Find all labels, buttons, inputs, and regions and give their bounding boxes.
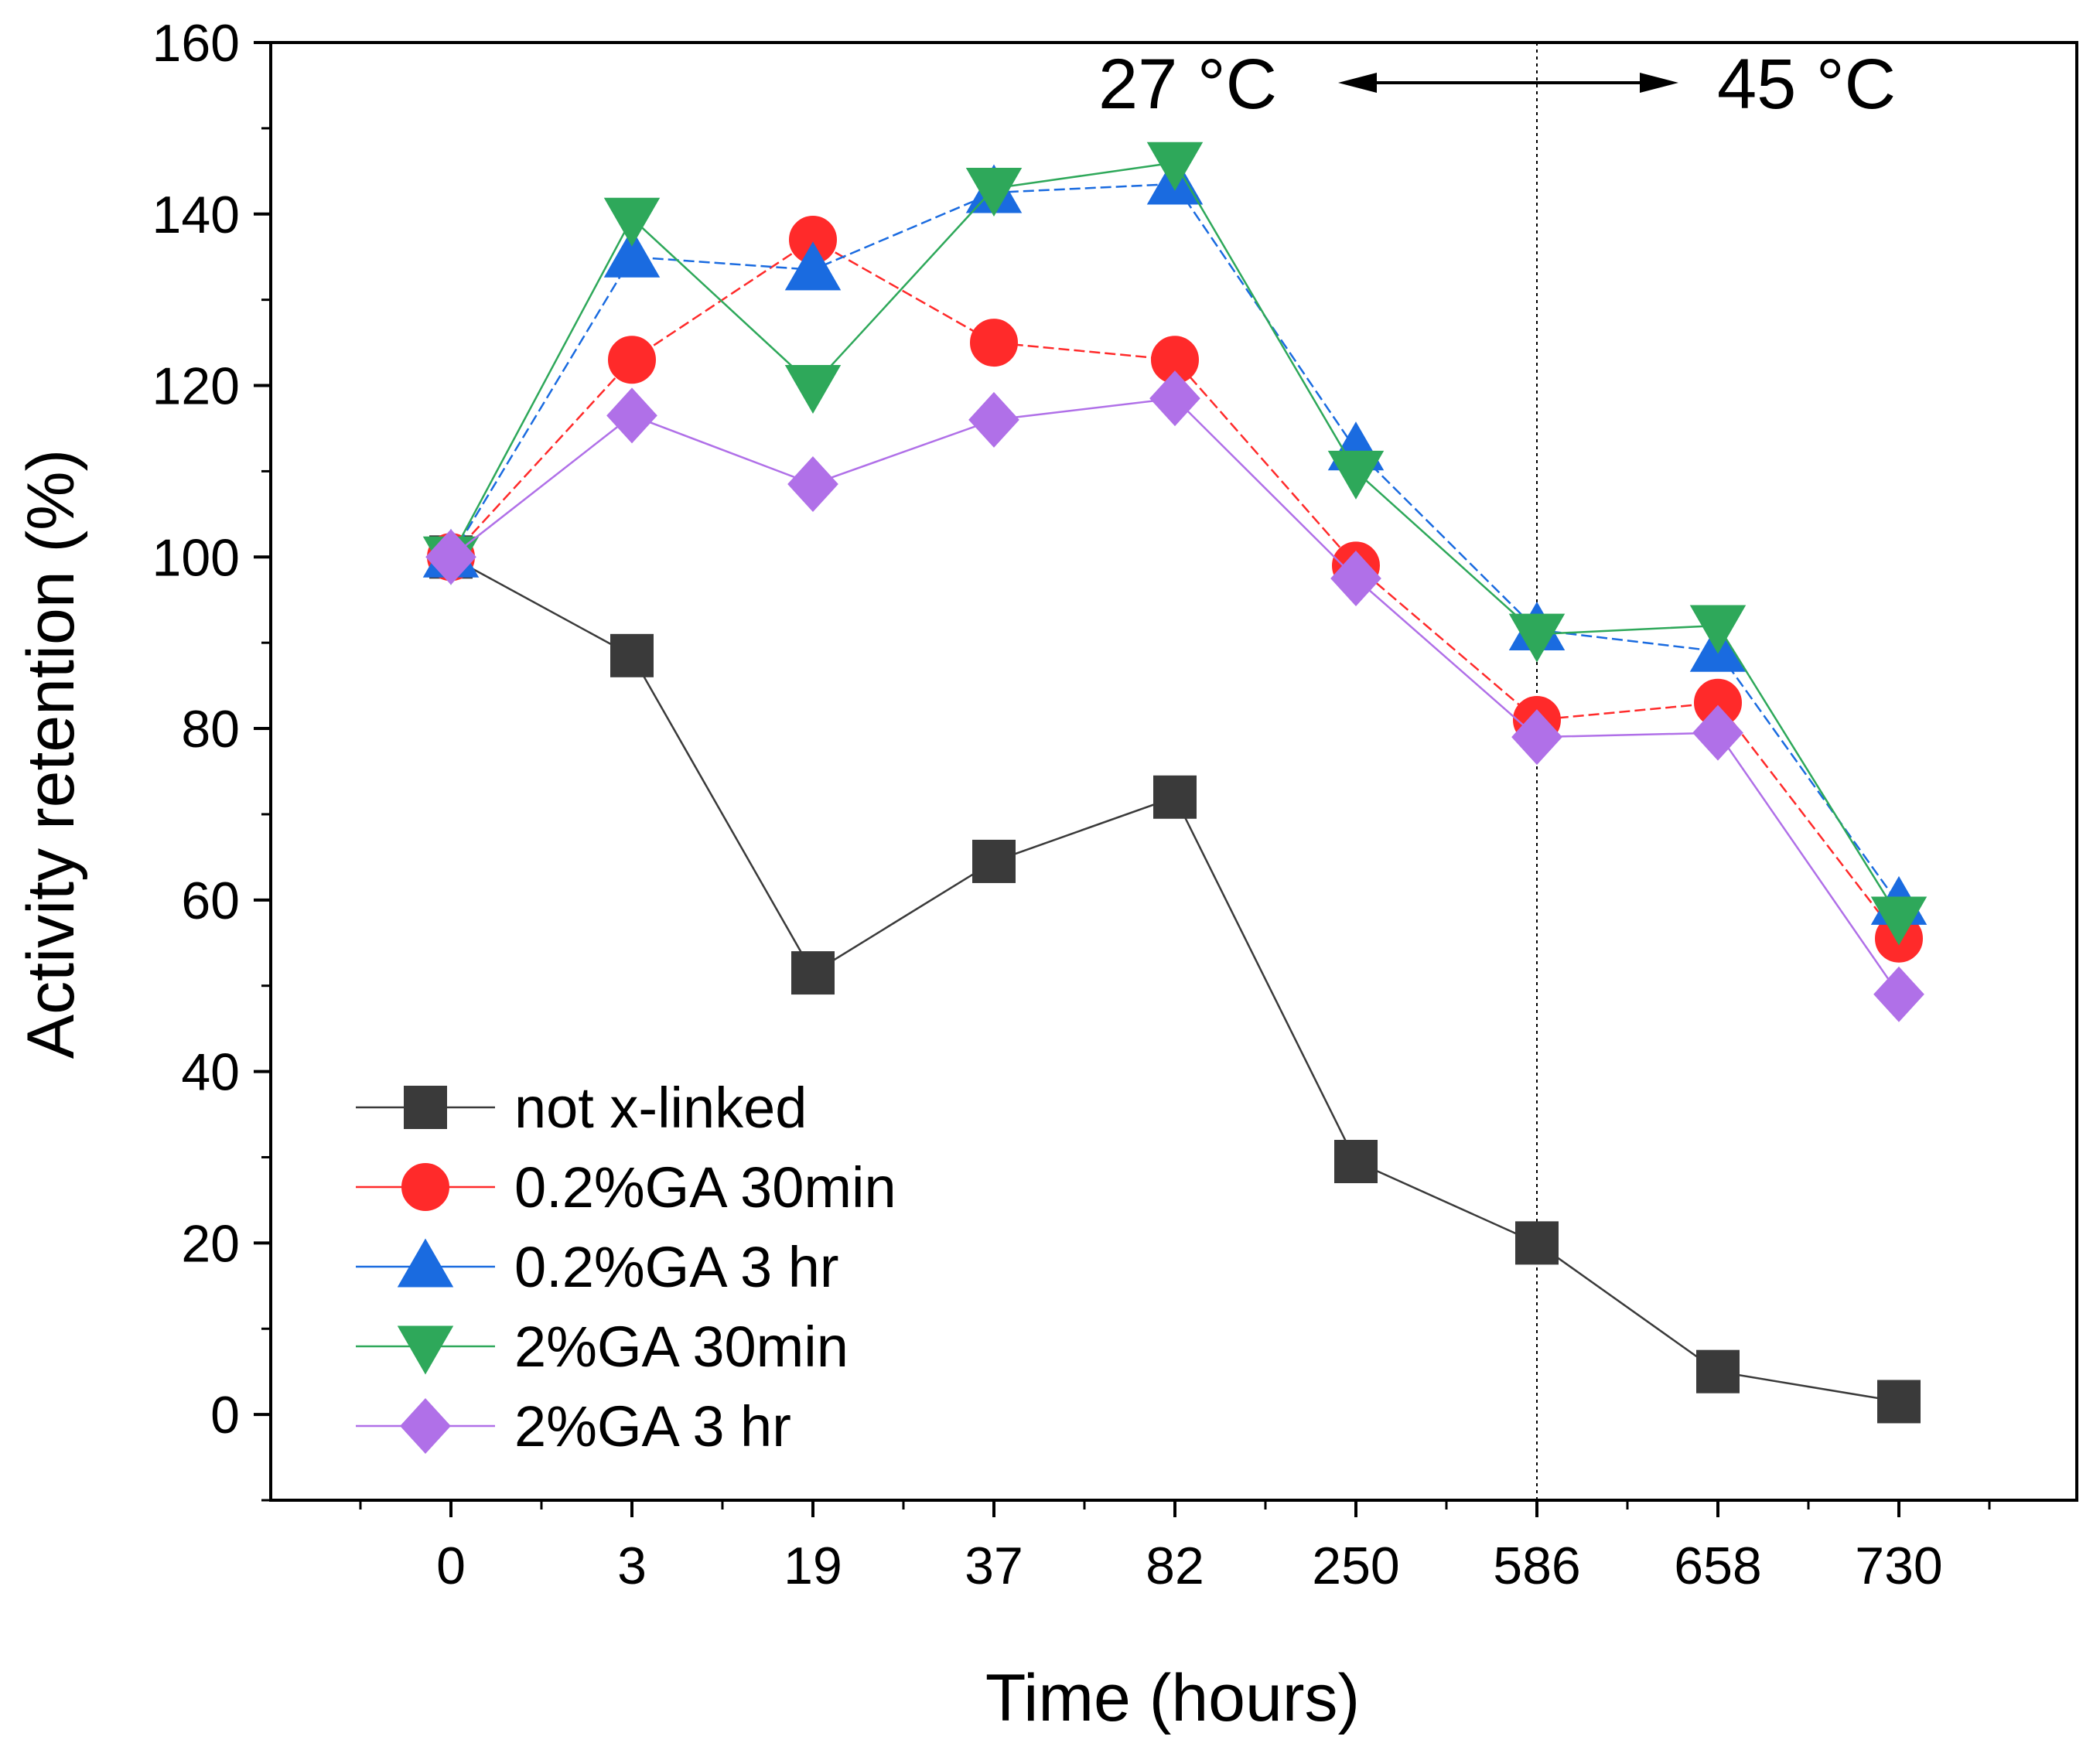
- x-tick-label: 82: [1146, 1537, 1204, 1595]
- data-point: [1327, 450, 1385, 500]
- y-tick-label: 80: [181, 700, 240, 759]
- data-point: [1692, 704, 1743, 761]
- data-point: [784, 241, 842, 291]
- x-tick-label: 3: [617, 1537, 647, 1595]
- y-axis-title: Activity retention (%): [14, 449, 88, 1059]
- data-point: [1870, 896, 1928, 946]
- legend-label: not x-linked: [514, 1076, 807, 1140]
- temperature-label-left: 27 °C: [1098, 45, 1277, 124]
- data-point: [968, 391, 1019, 448]
- x-tick-label: 730: [1855, 1537, 1942, 1595]
- x-tick-label: 37: [965, 1537, 1023, 1595]
- legend-label: 0.2%GA 30min: [514, 1155, 896, 1220]
- legend-item: not x-linked: [356, 1076, 807, 1140]
- legend-label: 0.2%GA 3 hr: [514, 1235, 839, 1299]
- legend-marker: [397, 1325, 454, 1375]
- data-point: [1511, 709, 1562, 766]
- legend-item: 2%GA 3 hr: [356, 1394, 791, 1458]
- series-4: [422, 142, 1928, 946]
- legend: not x-linked 0.2%GA 30min 0.2%GA 3 hr 2%GA …: [356, 1076, 896, 1458]
- legend-marker: [404, 1086, 447, 1129]
- y-tick-label: 60: [181, 872, 240, 930]
- y-tick-label: 160: [152, 14, 240, 73]
- legend-label: 2%GA 30min: [514, 1315, 849, 1379]
- right-arrowhead: [1640, 73, 1678, 93]
- data-point: [1146, 142, 1204, 191]
- legend-marker: [400, 1398, 451, 1454]
- y-tick-label: 120: [152, 357, 240, 416]
- legend-item: 0.2%GA 30min: [356, 1155, 896, 1220]
- temperature-divider: [1338, 43, 1678, 1500]
- legend-item: 0.2%GA 3 hr: [356, 1235, 839, 1299]
- data-point: [784, 365, 842, 414]
- data-point: [606, 387, 657, 444]
- data-point: [1153, 775, 1197, 819]
- x-axis-title: Time (hours): [985, 1661, 1360, 1735]
- legend-marker: [397, 1238, 454, 1288]
- x-tick-label: 250: [1312, 1537, 1399, 1595]
- data-point: [1515, 1221, 1559, 1265]
- x-tick-label: 586: [1493, 1537, 1580, 1595]
- data-point: [965, 168, 1023, 217]
- series-line: [449, 183, 1900, 906]
- left-arrowhead: [1338, 73, 1377, 93]
- legend-item: 2%GA 30min: [356, 1315, 849, 1379]
- y-tick-label: 100: [152, 528, 240, 587]
- legend-marker: [401, 1163, 449, 1211]
- data-point: [1689, 605, 1747, 654]
- y-tick-label: 140: [152, 186, 240, 244]
- data-point: [425, 529, 476, 585]
- series-5: [425, 370, 1924, 1022]
- series-layer: [422, 142, 1928, 1424]
- data-point: [1334, 1140, 1378, 1184]
- data-point: [1696, 1349, 1740, 1394]
- data-point: [1149, 370, 1200, 427]
- data-point: [608, 336, 656, 384]
- y-tick-label: 0: [210, 1386, 240, 1445]
- y-tick-label: 40: [181, 1043, 240, 1102]
- x-tick-label: 19: [784, 1537, 842, 1595]
- data-point: [970, 319, 1018, 367]
- legend-label: 2%GA 3 hr: [514, 1394, 791, 1458]
- data-point: [1508, 613, 1566, 663]
- data-point: [787, 456, 838, 513]
- data-point: [972, 839, 1016, 883]
- data-point: [791, 951, 835, 995]
- data-point: [603, 228, 661, 278]
- data-point: [603, 197, 661, 247]
- data-point: [1330, 551, 1381, 606]
- axes: 0 20 40 60 80 100 120 140 160 0 3 19 37 82 250 586 658 73…: [152, 14, 2078, 1595]
- data-point: [1873, 966, 1924, 1022]
- data-point: [1877, 1380, 1921, 1424]
- temperature-label-right: 45 °C: [1717, 45, 1896, 124]
- series-2: [427, 216, 1923, 963]
- x-tick-label: 658: [1674, 1537, 1761, 1595]
- data-point: [610, 633, 654, 677]
- series-line: [450, 397, 1900, 995]
- x-tick-label: 0: [436, 1537, 466, 1595]
- y-tick-label: 20: [181, 1214, 240, 1273]
